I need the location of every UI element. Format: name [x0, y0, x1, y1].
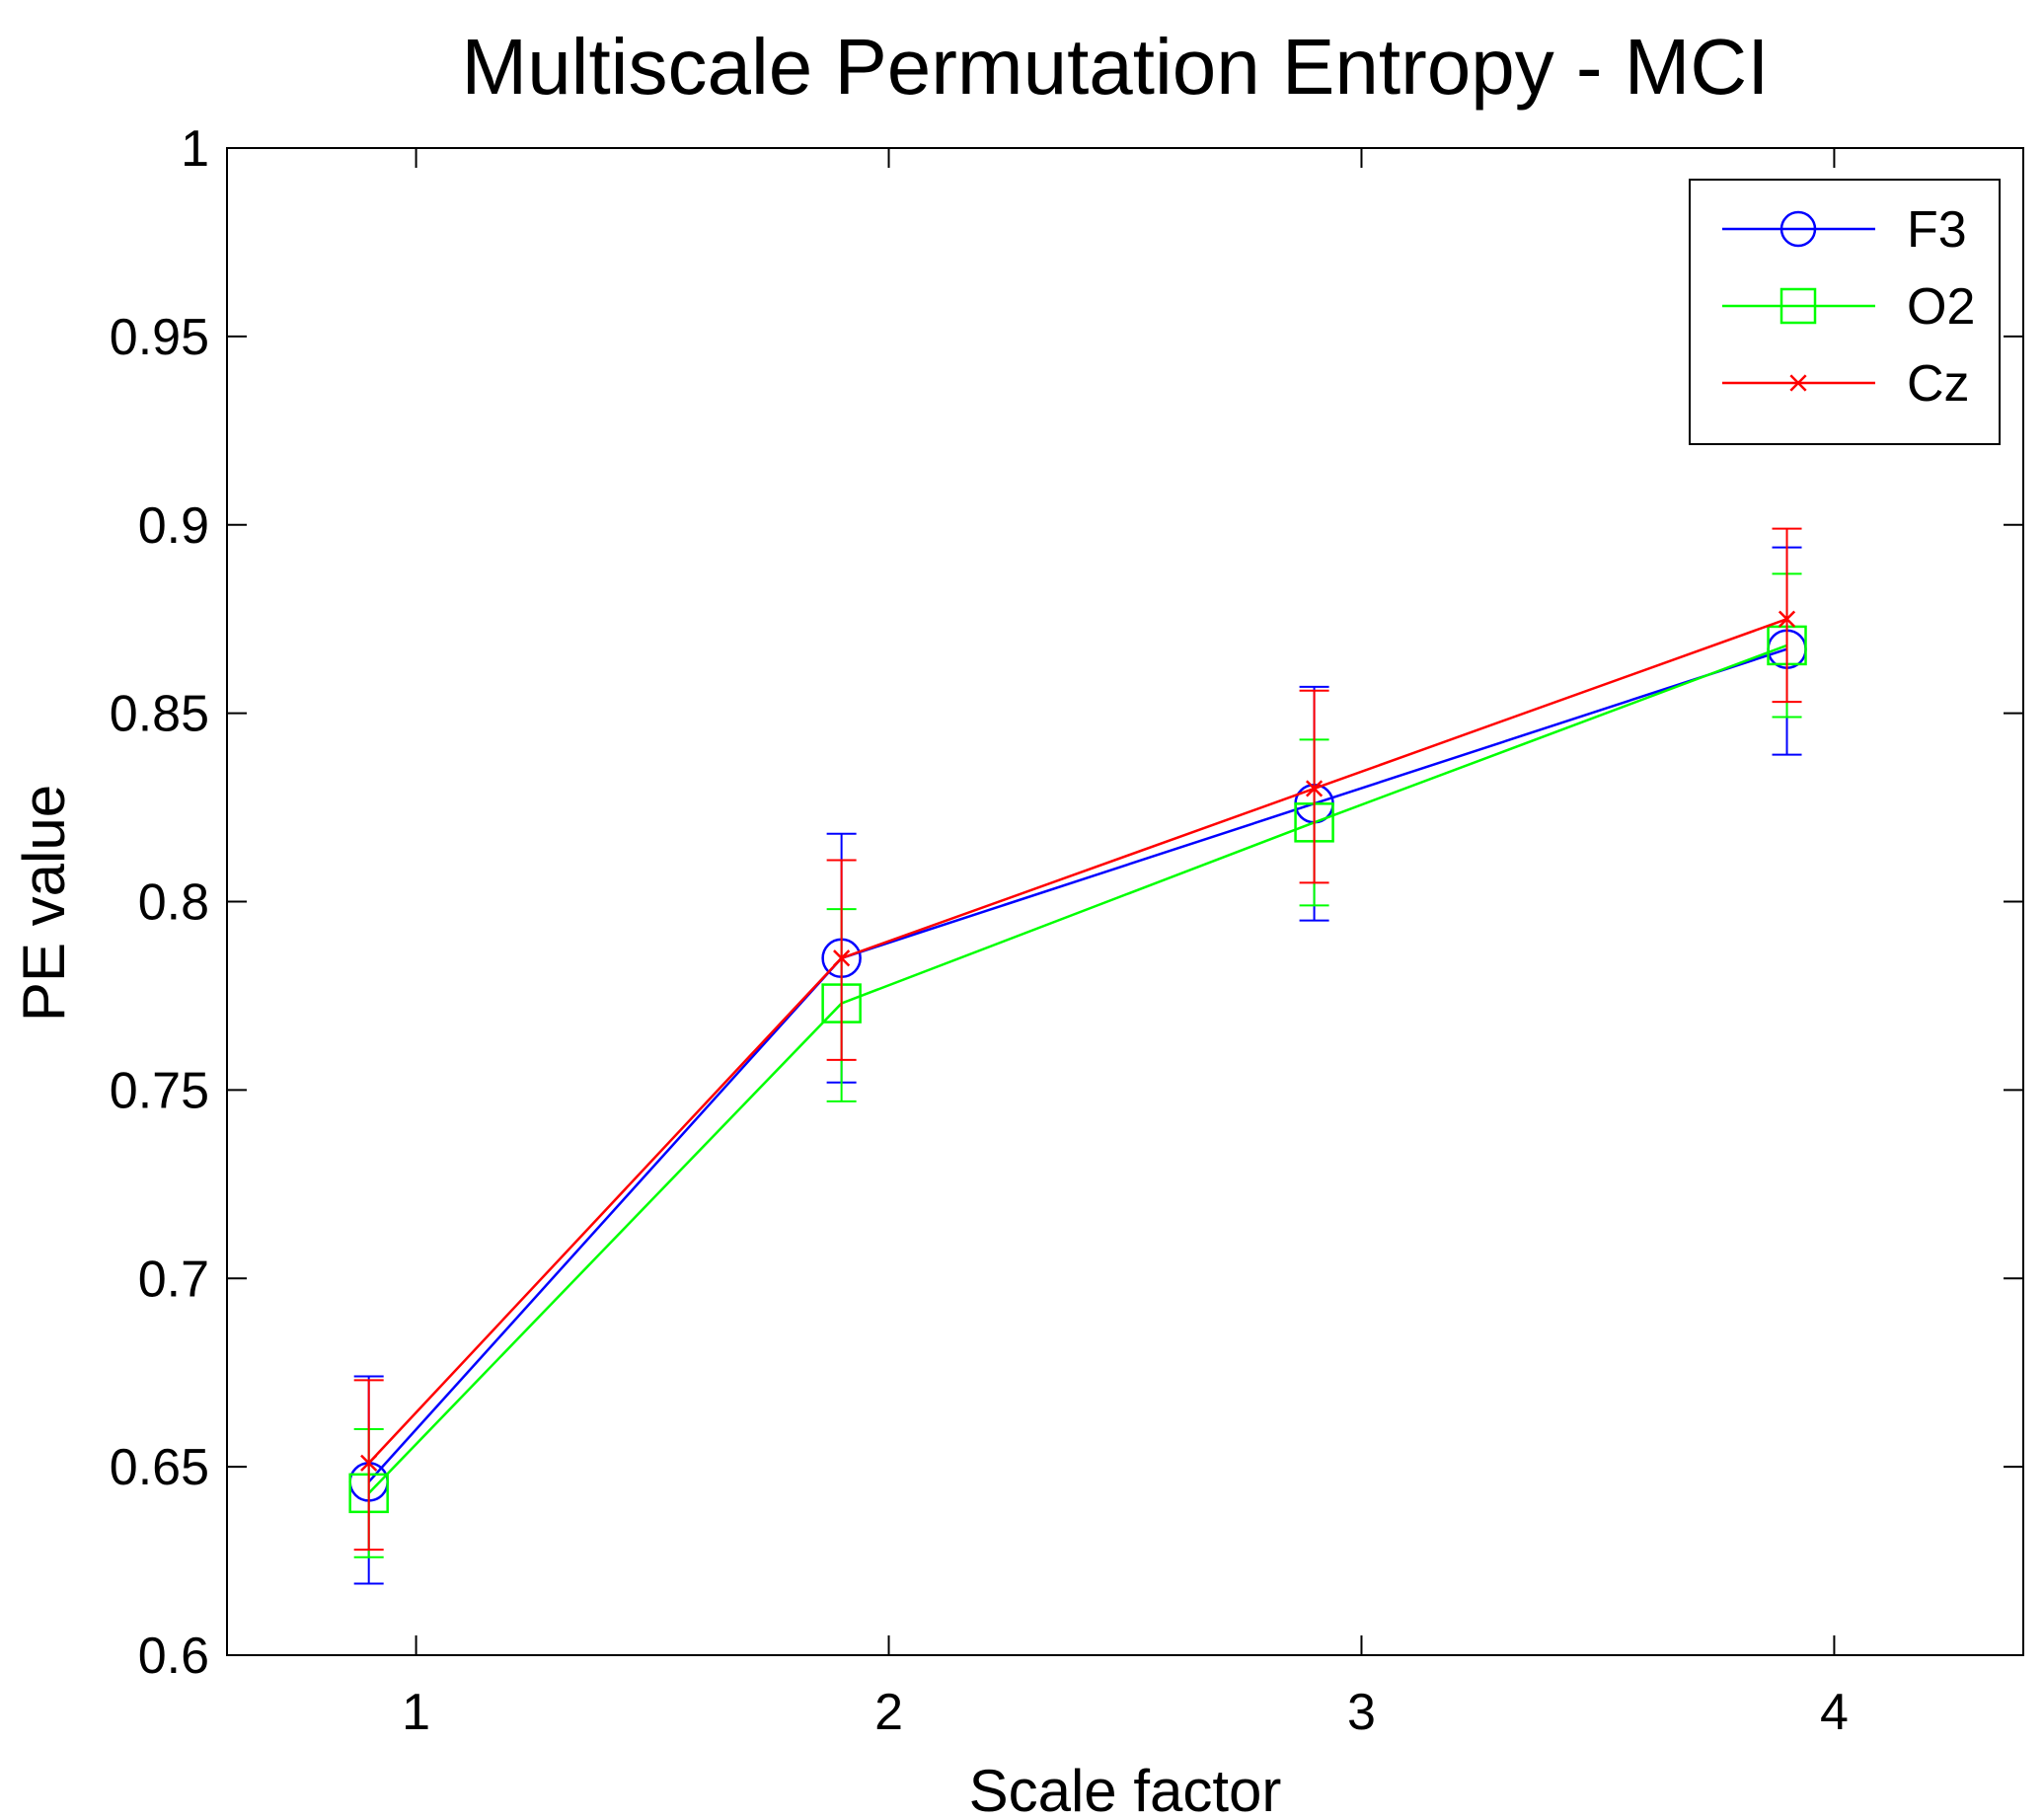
- legend-label-cz: Cz: [1907, 355, 1970, 413]
- x-tick-label: 2: [874, 1684, 903, 1741]
- series-line: [367, 644, 1787, 1494]
- y-tick-label: 1: [181, 120, 209, 178]
- plot-series: [348, 527, 1807, 1585]
- legend-marker-f3: [1779, 210, 1817, 248]
- marker-stroke: [360, 1454, 378, 1472]
- x-axis-title: Scale factor: [969, 1758, 1282, 1820]
- x-tick-label: 1: [402, 1684, 430, 1741]
- y-tick-label: 0.75: [110, 1062, 209, 1119]
- y-axis-title: PE value: [11, 785, 77, 1022]
- series-cz: [353, 527, 1802, 1552]
- legend: F3 O2 Cz: [1689, 179, 2001, 445]
- legend-box: [1689, 179, 2001, 445]
- y-axis: 0.6 0.65 0.7 0.75 0.8 0.85 0.9 0.95 1: [110, 120, 2023, 1685]
- marker-stroke: [833, 949, 851, 967]
- data-point-cz: [833, 949, 851, 967]
- marker-stroke: [1778, 610, 1796, 628]
- marker-stroke: [1789, 374, 1807, 392]
- series-line: [367, 618, 1787, 1465]
- series-line: [367, 647, 1787, 1483]
- legend-label-o2: O2: [1907, 278, 1975, 336]
- data-point-cz: [1778, 610, 1796, 628]
- y-tick-label: 0.9: [138, 497, 209, 555]
- x-tick-label: 4: [1820, 1684, 1849, 1741]
- y-tick-label: 0.8: [138, 874, 209, 932]
- y-tick-label: 0.95: [110, 309, 209, 366]
- data-point-cz: [1305, 780, 1324, 797]
- y-tick-label: 0.85: [110, 686, 209, 743]
- legend-marker-cz: [1789, 374, 1807, 392]
- y-tick-label: 0.6: [138, 1628, 209, 1685]
- x-tick-label: 3: [1347, 1684, 1376, 1741]
- legend-marker-o2: [1779, 287, 1817, 325]
- marker-stroke: [1305, 780, 1324, 797]
- chart-title: Multiscale Permutation Entropy - MCI: [462, 23, 1770, 111]
- x-axis: 1 2 3 4: [402, 148, 1849, 1741]
- y-tick-label: 0.7: [138, 1251, 209, 1308]
- data-point-cz: [360, 1454, 378, 1472]
- y-tick-label: 0.65: [110, 1439, 209, 1496]
- legend-label-f3: F3: [1907, 201, 1967, 259]
